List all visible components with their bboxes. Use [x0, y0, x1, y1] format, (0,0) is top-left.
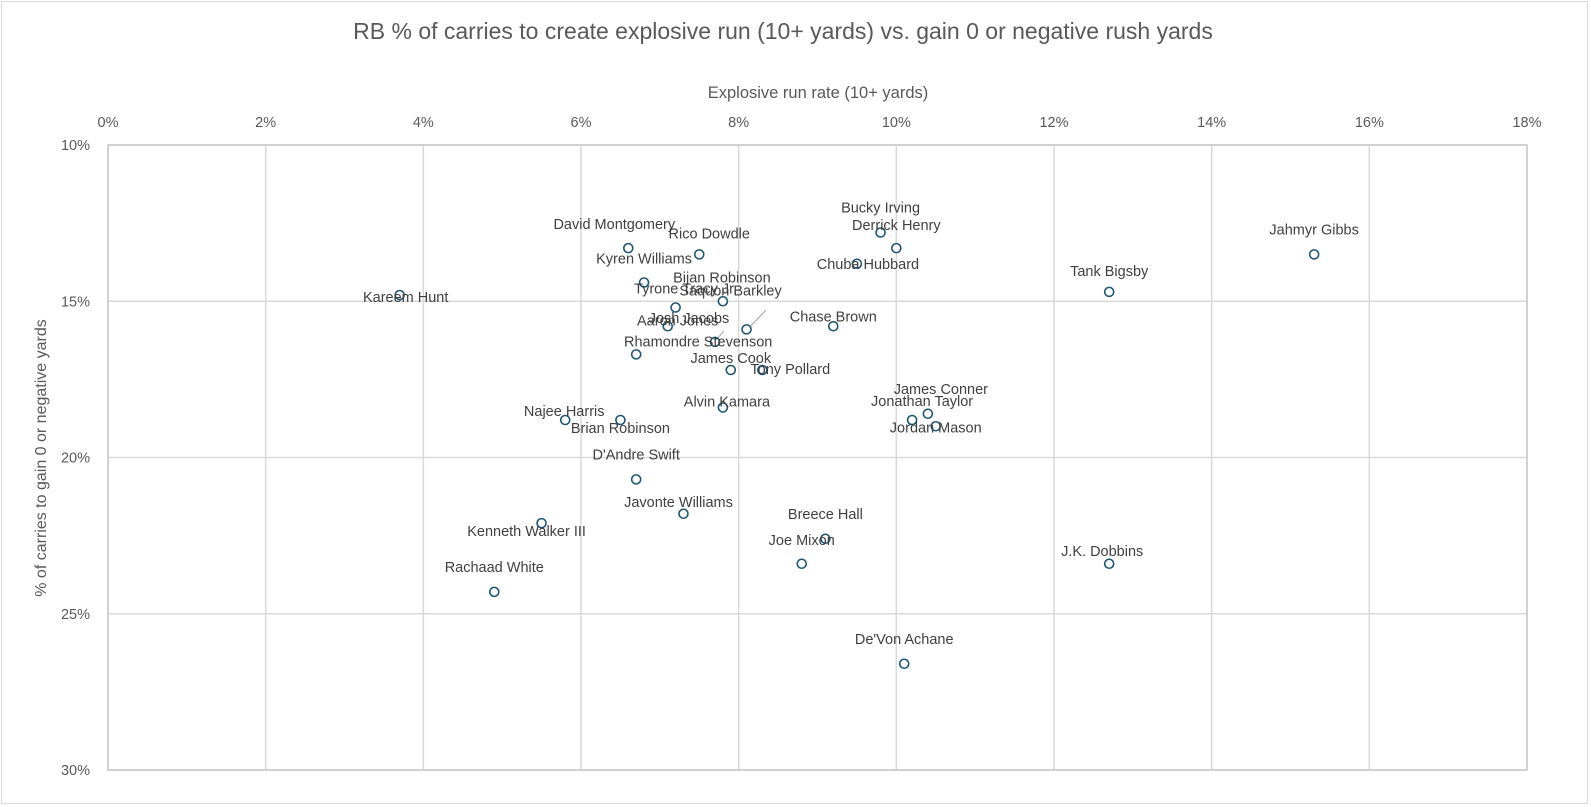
point-derrick-henry: [891, 242, 902, 254]
label-josh-jacobs: Josh Jacobs: [649, 311, 730, 327]
label-alvin-kamara: Alvin Kamara: [684, 395, 771, 411]
x-tick-label: 12%: [1039, 115, 1068, 131]
label-james-cook: James Cook: [690, 351, 771, 367]
y-tick-label: 20%: [61, 451, 90, 467]
point-jonathan-taylor: [906, 414, 918, 426]
point-josh-jacobs: [709, 336, 721, 348]
label-bijan-robinson: Bijan Robinson: [673, 270, 771, 286]
data-points: [394, 227, 1320, 670]
point-tank-bigsby: [1103, 286, 1115, 298]
point-kareem-hunt: [394, 289, 405, 301]
gridlines: [107, 144, 1528, 771]
point-de-von-achane: [898, 658, 910, 670]
label-chuba-hubbard: Chuba Hubbard: [817, 257, 919, 273]
label-javonte-williams: Javonte Williams: [624, 495, 733, 511]
point-alvin-kamara: [717, 402, 729, 413]
label-david-montgomery: David Montgomery: [553, 217, 675, 233]
point-javonte-williams: [678, 508, 689, 520]
point-rachaad-white: [488, 586, 500, 598]
label-bucky-irving: Bucky Irving: [841, 201, 920, 217]
x-tick-label: 2%: [255, 115, 276, 131]
label-aaron-jones: Aaron Jones: [637, 313, 718, 329]
label-chase-brown: Chase Brown: [790, 309, 877, 325]
x-tick-label: 4%: [413, 115, 434, 131]
plot-area: [107, 144, 1528, 771]
label-james-conner: James Conner: [894, 382, 988, 398]
label-rico-dowdle: Rico Dowdle: [669, 226, 750, 242]
point-aaron-jones: [662, 320, 674, 332]
point-james-cook: [725, 364, 737, 376]
label-joe-mixon: Joe Mixon: [769, 533, 835, 549]
label-de-von-achane: De'Von Achane: [855, 632, 954, 648]
label-kenneth-walker-iii: Kenneth Walker III: [467, 524, 586, 540]
point-james-conner: [922, 408, 934, 420]
y-axis-ticks: 10% 15% 20% 25% 30%: [61, 138, 90, 779]
point-tony-pollard: [757, 364, 768, 376]
point-chase-brown: [827, 320, 839, 332]
point-rhamondre-stevenson: [630, 349, 642, 360]
point-najee-harris: [559, 414, 571, 426]
point-bijan-robinson: [717, 295, 729, 307]
label-najee-harris: Najee Harris: [524, 404, 605, 420]
label-tyrone-tracy-jr: Tyrone Tracy Jr.: [634, 282, 737, 298]
point-j-k-dobbins: [1103, 558, 1115, 570]
point-d-andre-swift: [630, 474, 642, 485]
point-saquon-barkley: [741, 324, 752, 335]
point-bucky-irving: [875, 227, 886, 238]
label-kyren-williams: Kyren Williams: [596, 252, 692, 268]
label-breece-hall: Breece Hall: [788, 507, 863, 523]
label-tony-pollard: Tony Pollard: [750, 362, 830, 378]
label-tank-bigsby: Tank Bigsby: [1070, 264, 1149, 280]
point-tyrone-tracy-jr: [670, 302, 681, 313]
x-axis-ticks: 0% 2% 4% 6% 8% 10% 12% 14% 16% 18%: [98, 115, 1542, 131]
x-tick-label: 16%: [1355, 115, 1384, 131]
x-axis-title: Explosive run rate (10+ yards): [707, 84, 929, 102]
label-jahmyr-gibbs: Jahmyr Gibbs: [1269, 222, 1358, 238]
label-j-k-dobbins: J.K. Dobbins: [1061, 544, 1143, 560]
point-jordan-mason: [930, 420, 942, 432]
point-jahmyr-gibbs: [1308, 249, 1320, 260]
point-david-montgomery: [622, 242, 634, 254]
label-rhamondre-stevenson: Rhamondre Stevenson: [624, 334, 772, 350]
label-d-andre-swift: D'Andre Swift: [592, 447, 679, 463]
x-tick-label: 8%: [728, 115, 749, 131]
y-tick-label: 15%: [61, 294, 90, 310]
point-brian-robinson: [615, 414, 626, 426]
x-tick-label: 6%: [571, 115, 592, 131]
chart-title: RB % of carries to create explosive run …: [353, 18, 1213, 44]
x-tick-label: 14%: [1197, 115, 1226, 131]
y-tick-label: 25%: [61, 607, 90, 623]
label-rachaad-white: Rachaad White: [445, 560, 544, 576]
y-tick-label: 30%: [61, 763, 90, 779]
point-kyren-williams: [638, 277, 650, 288]
point-chuba-hubbard: [851, 258, 863, 270]
label-derrick-henry: Derrick Henry: [852, 218, 941, 234]
label-jordan-mason: Jordan Mason: [890, 420, 982, 436]
label-jonathan-taylor: Jonathan Taylor: [871, 394, 973, 410]
label-saquon-barkley: Saquon Barkley: [679, 283, 782, 299]
point-breece-hall: [820, 533, 831, 545]
x-tick-label: 18%: [1512, 115, 1541, 131]
label-brian-robinson: Brian Robinson: [571, 421, 670, 437]
x-tick-label: 10%: [882, 115, 911, 131]
label-kareem-hunt: Kareem Hunt: [363, 290, 448, 306]
point-rico-dowdle: [693, 249, 705, 260]
y-axis-title: % of carries to gain 0 or negative yards: [33, 319, 50, 596]
y-tick-label: 10%: [61, 138, 90, 154]
point-kenneth-walker-iii: [536, 517, 547, 529]
x-tick-label: 0%: [98, 115, 119, 131]
point-joe-mixon: [796, 558, 808, 570]
